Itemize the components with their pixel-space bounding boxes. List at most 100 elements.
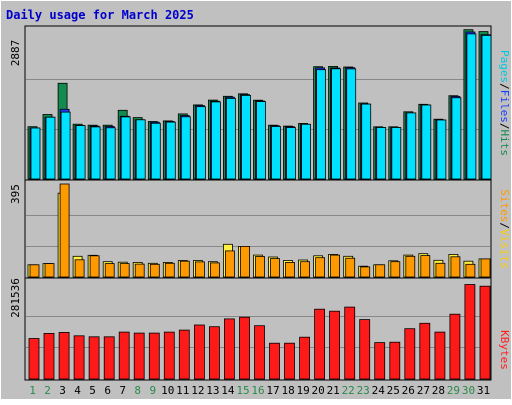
bar-pages-day-26 (406, 112, 417, 180)
bar-sites-day-8 (134, 263, 145, 278)
legend-part: / (498, 123, 511, 130)
day-label-14: 14 (221, 384, 235, 397)
day-label-3: 3 (59, 384, 66, 397)
bar-sites-day-25 (390, 261, 401, 278)
bar-pages-day-22 (346, 68, 357, 180)
day-label-28: 28 (432, 384, 445, 397)
legend-part: Sites (498, 189, 511, 222)
bar-sites-day-28 (435, 262, 446, 278)
bar-kbytes-day-18 (284, 342, 295, 380)
bar-kbytes-day-7 (118, 331, 130, 380)
day-label-12: 12 (191, 384, 204, 397)
day-label-19: 19 (296, 384, 309, 397)
bar-sites-day-13 (209, 262, 220, 278)
panel-requests-scale-label: 2887 (9, 40, 22, 67)
bar-pages-day-2 (45, 116, 56, 180)
bar-sites-day-29 (450, 256, 461, 278)
day-label-20: 20 (311, 384, 324, 397)
panel-visitors: 395 Sites/Visits (9, 179, 511, 279)
bar-pages-day-10 (165, 121, 176, 180)
panel-visitors-bars (26, 183, 491, 278)
bar-pages-day-30 (466, 33, 477, 180)
bar-sites-day-20 (315, 257, 326, 278)
bar-sites-day-23 (360, 266, 371, 278)
bar-pages-day-3 (60, 111, 71, 180)
bar-kbytes-day-15 (239, 316, 250, 380)
bar-sites-day-11 (179, 260, 190, 278)
day-label-23: 23 (357, 384, 370, 397)
bar-pages-day-9 (150, 122, 161, 180)
bar-kbytes-day-13 (208, 326, 220, 380)
bar-sites-day-22 (345, 257, 356, 278)
bar-sites-day-27 (420, 255, 431, 278)
panel-visitors-scale-label: 395 (9, 184, 22, 204)
bar-pages-day-31 (481, 35, 492, 180)
bar-sites-day-7 (119, 263, 130, 278)
bar-sites-day-17 (270, 258, 280, 278)
bar-pages-day-23 (361, 103, 372, 180)
bar-sites-day-30 (465, 263, 476, 278)
panel-requests-bars (26, 29, 492, 180)
day-label-29: 29 (447, 384, 460, 397)
bar-pages-day-16 (256, 101, 266, 180)
bar-kbytes-day-6 (103, 336, 115, 380)
bar-kbytes-day-30 (464, 284, 476, 380)
bar-sites-day-1 (29, 264, 40, 278)
bar-kbytes-day-28 (434, 331, 446, 380)
day-label-6: 6 (104, 384, 111, 397)
panel-requests-legend: Pages/Files/Hits (498, 50, 511, 156)
day-label-17: 17 (266, 384, 279, 397)
bar-sites-day-5 (89, 255, 100, 278)
bar-kbytes-day-1 (28, 338, 40, 380)
bar-kbytes-day-8 (133, 332, 145, 380)
bar-pages-day-25 (391, 127, 402, 180)
legend-part: / (498, 83, 511, 90)
bar-pages-day-17 (271, 126, 281, 180)
bar-pages-day-5 (90, 126, 101, 180)
bar-sites-day-15 (240, 245, 250, 278)
legend-part: / (498, 222, 511, 229)
day-label-10: 10 (161, 384, 174, 397)
day-label-2: 2 (44, 384, 51, 397)
bar-kbytes-day-16 (254, 325, 265, 380)
bar-sites-day-4 (74, 259, 85, 278)
bar-pages-day-14 (225, 98, 236, 180)
day-label-31: 31 (477, 384, 490, 397)
bar-kbytes-day-23 (359, 319, 371, 380)
panel-kbytes: 281536 KBytes (9, 277, 511, 381)
bar-kbytes-day-25 (389, 341, 401, 380)
day-labels: 1 2 3 4 5 6 7 8 9 10 11 12 13 14 15 16 17 18 19 20 21 22 23 24 2… (29, 384, 490, 397)
bar-pages-day-24 (376, 127, 387, 180)
bar-kbytes-day-29 (449, 313, 461, 380)
bar-kbytes-day-12 (193, 324, 205, 380)
day-label-1: 1 (29, 384, 36, 397)
bar-sites-day-10 (164, 262, 175, 278)
legend-part: Pages (498, 50, 511, 83)
bar-kbytes-day-5 (88, 336, 100, 380)
day-label-15: 15 (236, 384, 249, 397)
legend-part: Visits (498, 229, 511, 269)
bar-kbytes-day-20 (314, 308, 326, 380)
bar-pages-day-21 (331, 68, 342, 180)
bar-pages-day-6 (105, 127, 116, 180)
day-label-25: 25 (387, 384, 400, 397)
bar-sites-day-31 (480, 258, 491, 278)
bar-kbytes-day-27 (419, 322, 431, 380)
bar-pages-day-12 (195, 106, 206, 180)
bar-sites-day-3 (59, 183, 70, 278)
bar-kbytes-day-4 (73, 335, 85, 380)
bar-sites-day-26 (405, 255, 416, 278)
bar-sites-day-2 (44, 263, 55, 278)
bar-kbytes-day-11 (178, 329, 190, 380)
day-label-27: 27 (417, 384, 430, 397)
bar-kbytes-day-2 (43, 332, 55, 380)
day-label-4: 4 (74, 384, 81, 397)
day-label-8: 8 (134, 384, 141, 397)
bar-pages-day-19 (301, 123, 312, 180)
bar-sites-day-18 (285, 261, 295, 278)
bar-pages-day-20 (316, 69, 327, 180)
bar-pages-day-11 (180, 116, 191, 180)
bar-kbytes-day-10 (163, 331, 175, 380)
panel-requests: 2887 Pages/Files/Hits (9, 25, 511, 181)
